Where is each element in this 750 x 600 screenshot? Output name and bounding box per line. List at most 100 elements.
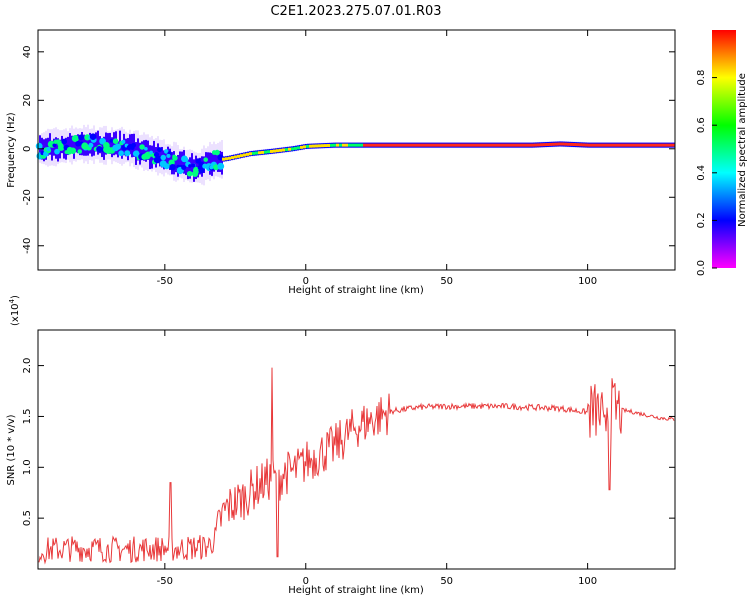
spectrogram-ridge: [582, 143, 585, 147]
spectrogram-ridge: [309, 144, 312, 148]
spectrogram-ridge: [432, 143, 435, 147]
spectrogram-band: [189, 157, 191, 179]
spectrogram-peak: [163, 149, 169, 154]
spectrogram-ridge: [525, 143, 528, 147]
snr-scale-suffix: ): [10, 295, 21, 299]
spectrogram-ridge: [495, 143, 498, 147]
spectrogram-peak: [134, 150, 139, 155]
spectrogram-ridge: [399, 143, 402, 147]
spectrogram-ridge: [429, 143, 432, 147]
spectrogram-ridge: [618, 143, 621, 147]
spectrogram-ridge: [369, 143, 372, 147]
spectrogram-ridge: [531, 143, 534, 147]
colorbar-tick-label: 0.8: [696, 70, 707, 86]
spectrogram-ridge: [549, 142, 552, 146]
spectrogram-band: [151, 145, 153, 169]
spectrogram-peak: [115, 143, 121, 149]
spectrogram-ridge: [315, 144, 318, 148]
spectrogram-ridge: [387, 143, 390, 147]
spectrogram-band: [51, 140, 53, 161]
spectrogram-ridge: [597, 143, 600, 147]
spectrogram-peak: [153, 152, 160, 158]
spectrogram-band: [145, 139, 147, 162]
spectrogram-ridge: [447, 143, 450, 147]
spectrogram-band: [191, 153, 193, 173]
spectrogram-band: [107, 133, 109, 152]
spectrogram-ridge: [645, 143, 648, 147]
snr-x-ticks: -50 0 50 100: [157, 330, 597, 587]
spectrogram-peak: [77, 149, 83, 154]
spectrogram-ridge: [243, 153, 246, 157]
spectrogram-ridge: [648, 143, 651, 147]
spectrogram-ridge: [585, 143, 588, 147]
spectrogram-peak: [149, 150, 153, 155]
spectrogram-ridge: [561, 142, 564, 146]
spectrogram-ridge: [396, 143, 399, 147]
spectrogram-peak: [71, 148, 76, 153]
snr-scale-exponent: 4: [8, 298, 16, 303]
spectrogram-peak: [112, 138, 119, 145]
colorbar: 0.0 0.2 0.4 0.6 0.8 Normalized spectral ampl…: [696, 30, 748, 276]
colorbar-label: Normalized spectral amplitude: [737, 73, 748, 227]
spectrogram-band: [215, 150, 217, 170]
spectrogram-ridge: [480, 143, 483, 147]
spectrogram-ridge: [600, 143, 603, 147]
spectrogram-ridge: [567, 142, 570, 146]
spectrogram-ridge: [333, 143, 336, 147]
spectrogram-band: [109, 132, 111, 154]
y-tick-label: 0: [22, 146, 33, 152]
spectrogram-ridge: [543, 143, 546, 147]
spectrogram-peak: [139, 144, 145, 150]
spectrogram-ridge: [240, 154, 243, 158]
spectrogram-ridge: [222, 157, 225, 161]
spectrogram-ridge: [357, 143, 360, 147]
y-tick-label: 1.0: [22, 459, 33, 475]
spectrogram-ridge: [249, 152, 252, 156]
spectrogram-ridge: [294, 146, 297, 150]
spectrogram-ridge: [624, 143, 627, 147]
x-tick-label: 50: [440, 576, 453, 587]
spectrogram-ridge: [408, 143, 411, 147]
spectrogram-ridge: [438, 143, 441, 147]
spectrogram-peak: [144, 146, 148, 151]
spectrogram-ridge: [258, 151, 261, 155]
spectrogram-peak: [184, 157, 189, 162]
spectrogram-ridge: [300, 145, 303, 149]
spectrogram-band: [175, 155, 177, 173]
spectrogram-peak: [198, 166, 205, 174]
spectrogram-band: [123, 133, 125, 156]
spectrogram-ridge: [555, 142, 558, 146]
colorbar-tick-label: 0.0: [696, 260, 707, 276]
spectrogram-ridge: [297, 146, 300, 150]
colorbar-tick-label: 0.2: [696, 212, 707, 228]
spectrogram-ridge: [660, 143, 663, 147]
spectrogram-ridge: [234, 155, 237, 159]
figure-title: C2E1.2023.275.07.01.R03: [270, 4, 441, 19]
y-tick-label: 2.0: [22, 358, 33, 374]
spectrogram-band: [217, 151, 219, 172]
spectrogram-peak: [188, 164, 192, 168]
spectrogram-band: [187, 159, 189, 180]
spectrogram-peak: [54, 148, 60, 155]
spectrogram-panel: -50 0 50 100 -40 -20 0 20 40 Height of straight…: [6, 29, 676, 296]
spectrogram-band: [153, 140, 155, 163]
colorbar-tick-label: 0.4: [696, 165, 707, 181]
spectrogram-ridge: [426, 143, 429, 147]
spectrogram-ridge: [375, 143, 378, 147]
colorbar-tick-label: 0.6: [696, 117, 707, 133]
spectrogram-ridge: [639, 143, 642, 147]
x-tick-label: 50: [440, 276, 453, 287]
spectrogram-ridge: [642, 143, 645, 147]
spectrogram-ridge: [270, 149, 273, 153]
spectrogram-band: [95, 132, 97, 152]
spectrogram-ridge: [537, 143, 540, 147]
spectrogram-ridge: [252, 151, 255, 155]
spectrogram-peak: [143, 152, 151, 160]
spectrogram-ridge: [669, 143, 672, 147]
spectrogram-ridge: [615, 143, 618, 147]
spectrogram-peak: [72, 135, 78, 141]
spectrogram-ridge: [606, 143, 609, 147]
spectrogram-peak: [214, 149, 220, 156]
spectrogram-band: [141, 141, 143, 160]
spectrogram-band: [219, 150, 221, 172]
